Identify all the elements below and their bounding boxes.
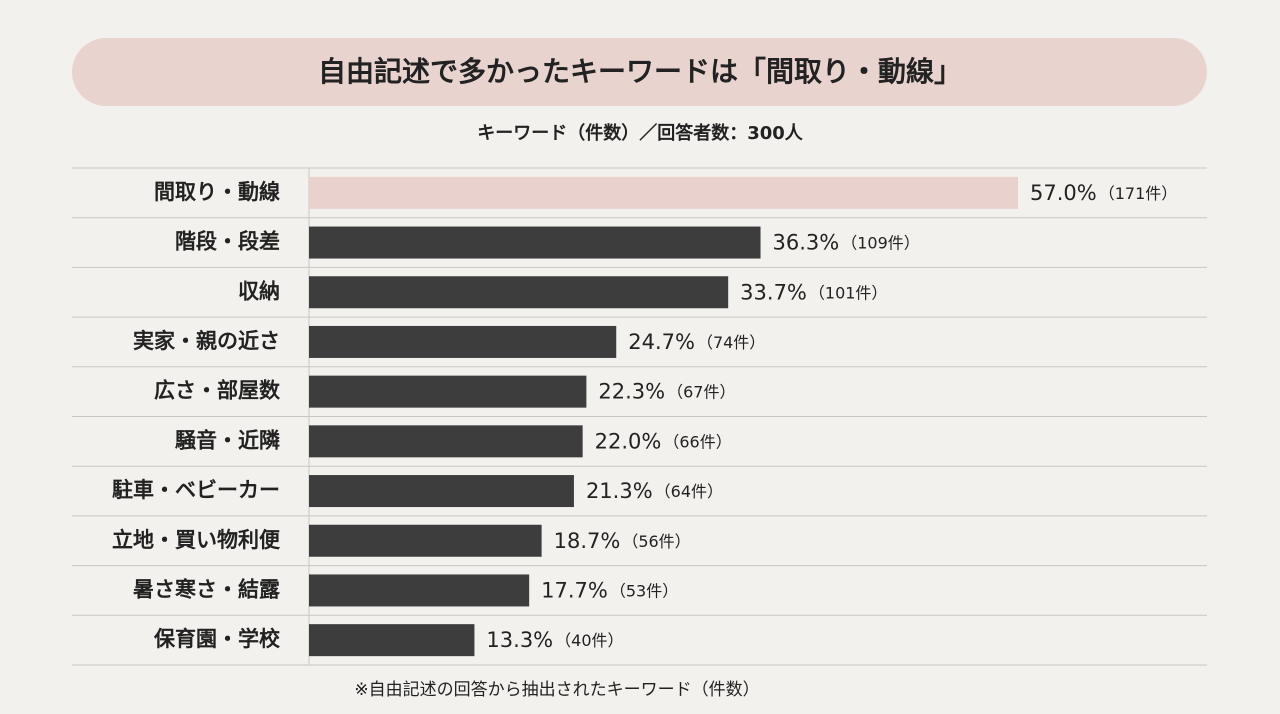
- count-label: （109件）: [841, 233, 920, 252]
- footnote: ※自由記述の回答から抽出されたキーワード（件数）: [354, 680, 759, 700]
- bar: [309, 425, 583, 458]
- category-label: 実家・親の近さ: [133, 329, 280, 353]
- category-label: 間取り・動線: [154, 180, 280, 204]
- bar: [309, 325, 617, 358]
- count-label: （64件）: [655, 482, 723, 501]
- percent-label: 36.3%: [773, 231, 840, 255]
- percent-label: 22.3%: [598, 380, 665, 404]
- percent-label: 57.0%: [1030, 181, 1097, 205]
- percent-label: 18.7%: [554, 529, 621, 553]
- bar: [309, 624, 475, 657]
- count-label: （67件）: [667, 382, 735, 401]
- count-label: （101件）: [809, 283, 888, 302]
- value-label: 13.3% （40件）: [486, 628, 623, 652]
- count-label: （66件）: [663, 432, 731, 451]
- percent-label: 33.7%: [740, 280, 807, 304]
- chart-title: 自由記述で多かったキーワードは「間取り・動線」: [318, 55, 962, 88]
- category-label: 暑さ寒さ・結露: [133, 577, 281, 601]
- category-label: 階段・段差: [175, 230, 280, 254]
- bar: [309, 226, 761, 259]
- bar: [309, 375, 587, 408]
- bar: [309, 276, 729, 309]
- percent-label: 24.7%: [628, 330, 695, 354]
- percent-label: 21.3%: [586, 479, 653, 503]
- bar: [309, 475, 574, 508]
- bar: [309, 176, 1018, 209]
- percent-label: 17.7%: [541, 578, 608, 602]
- value-label: 17.7% （53件）: [541, 578, 678, 602]
- percent-label: 13.3%: [486, 628, 553, 652]
- count-label: （40件）: [555, 631, 623, 650]
- value-label: 21.3% （64件）: [586, 479, 723, 503]
- count-label: （74件）: [697, 332, 765, 351]
- category-label: 収納: [238, 279, 280, 303]
- category-label: 騒音・近隣: [175, 428, 280, 452]
- percent-label: 22.0%: [595, 429, 662, 453]
- value-label: 36.3% （109件）: [773, 231, 920, 255]
- value-label: 24.7% （74件）: [628, 330, 765, 354]
- category-label: 駐車・ベビーカー: [112, 478, 280, 502]
- title-pill: [72, 38, 1207, 106]
- category-label: 広さ・部屋数: [154, 379, 281, 403]
- value-label: 33.7% （101件）: [740, 280, 887, 304]
- bar: [309, 524, 542, 557]
- value-label: 22.3% （67件）: [598, 380, 735, 404]
- chart-subtitle: キーワード（件数）／回答者数：300人: [477, 122, 804, 144]
- value-label: 22.0% （66件）: [595, 429, 732, 453]
- category-label: 立地・買い物利便: [112, 528, 281, 552]
- category-label: 保育園・学校: [153, 627, 281, 651]
- count-label: （56件）: [622, 531, 690, 550]
- value-label: 57.0% （171件）: [1030, 181, 1177, 205]
- value-label: 18.7% （56件）: [554, 529, 691, 553]
- count-label: （171件）: [1099, 183, 1178, 202]
- bar: [309, 574, 530, 607]
- count-label: （53件）: [610, 581, 678, 600]
